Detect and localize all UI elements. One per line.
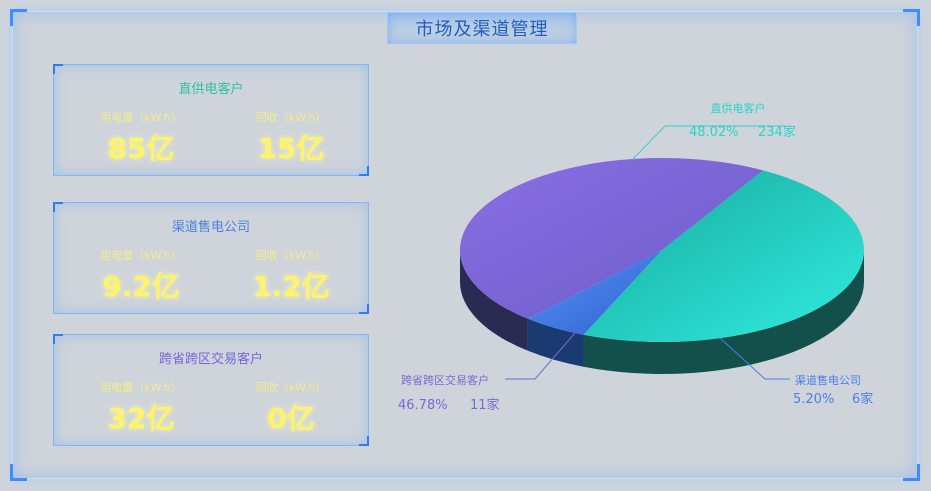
metric-value: 9.2亿 — [102, 270, 180, 303]
slice-label-percent: 5.20% — [793, 392, 834, 407]
pie-slice-cross-province-side — [460, 250, 528, 351]
metric-value: 1.2亿 — [252, 270, 330, 303]
metric-value: 32亿 — [107, 402, 175, 435]
frame-corner — [903, 464, 920, 481]
frame-corner — [10, 464, 27, 481]
leader-line-direct — [631, 125, 786, 161]
leader-line-channel — [719, 337, 790, 380]
card-title: 渠道售电公司 — [171, 220, 250, 235]
metric-label: 回收（kW.h） — [255, 111, 327, 124]
main-frame — [12, 11, 918, 479]
metric-label: 回收（kW.h） — [255, 249, 327, 262]
slice-label-name: 渠道售电公司 — [795, 373, 861, 387]
slice-label-percent: 46.78% — [398, 398, 448, 413]
card-direct-supply[interactable]: 直供电客户 用电量（kW.h） 回收（kW.h） 85亿 15亿 — [53, 64, 369, 176]
page-title: 市场及渠道管理 — [387, 12, 577, 44]
slice-label-name: 跨省跨区交易客户 — [401, 373, 489, 387]
metric-value: 85亿 — [107, 132, 175, 165]
pie-slice-channel-company-side — [527, 318, 584, 367]
card-channel-company[interactable]: 渠道售电公司 用电量（kW.h） 回收（kW.h） 9.2亿 1.2亿 — [53, 202, 369, 314]
pie-slice-channel-company[interactable] — [527, 250, 662, 335]
metric-label: 用电量（kW.h） — [100, 381, 182, 394]
slice-label-name: 直供电客户 — [711, 101, 766, 115]
frame-corner — [10, 9, 27, 26]
card-title: 跨省跨区交易客户 — [158, 352, 263, 367]
metric-label: 用电量（kW.h） — [100, 249, 182, 262]
page-title-text: 市场及渠道管理 — [415, 19, 549, 40]
card-cross-province[interactable]: 跨省跨区交易客户 用电量（kW.h） 回收（kW.h） 32亿 0亿 — [53, 334, 369, 446]
pie-slice-direct-supply-side — [583, 250, 864, 375]
metric-value: 15亿 — [257, 132, 325, 165]
metric-label: 回收（kW.h） — [255, 381, 327, 394]
pie-slice-direct-supply[interactable] — [583, 170, 864, 342]
metric-value: 0亿 — [267, 402, 315, 435]
slice-label-count: 11家 — [470, 397, 500, 413]
pie-slice-cross-province[interactable] — [460, 158, 763, 319]
slice-label-percent: 48.02% — [689, 125, 739, 140]
leader-line-cross — [505, 332, 576, 380]
slice-label-count: 234家 — [758, 124, 796, 140]
metric-label: 用电量（kW.h） — [100, 111, 182, 124]
frame-corner — [903, 9, 920, 26]
card-title: 直供电客户 — [178, 82, 244, 97]
slice-label-count: 6家 — [852, 391, 873, 407]
